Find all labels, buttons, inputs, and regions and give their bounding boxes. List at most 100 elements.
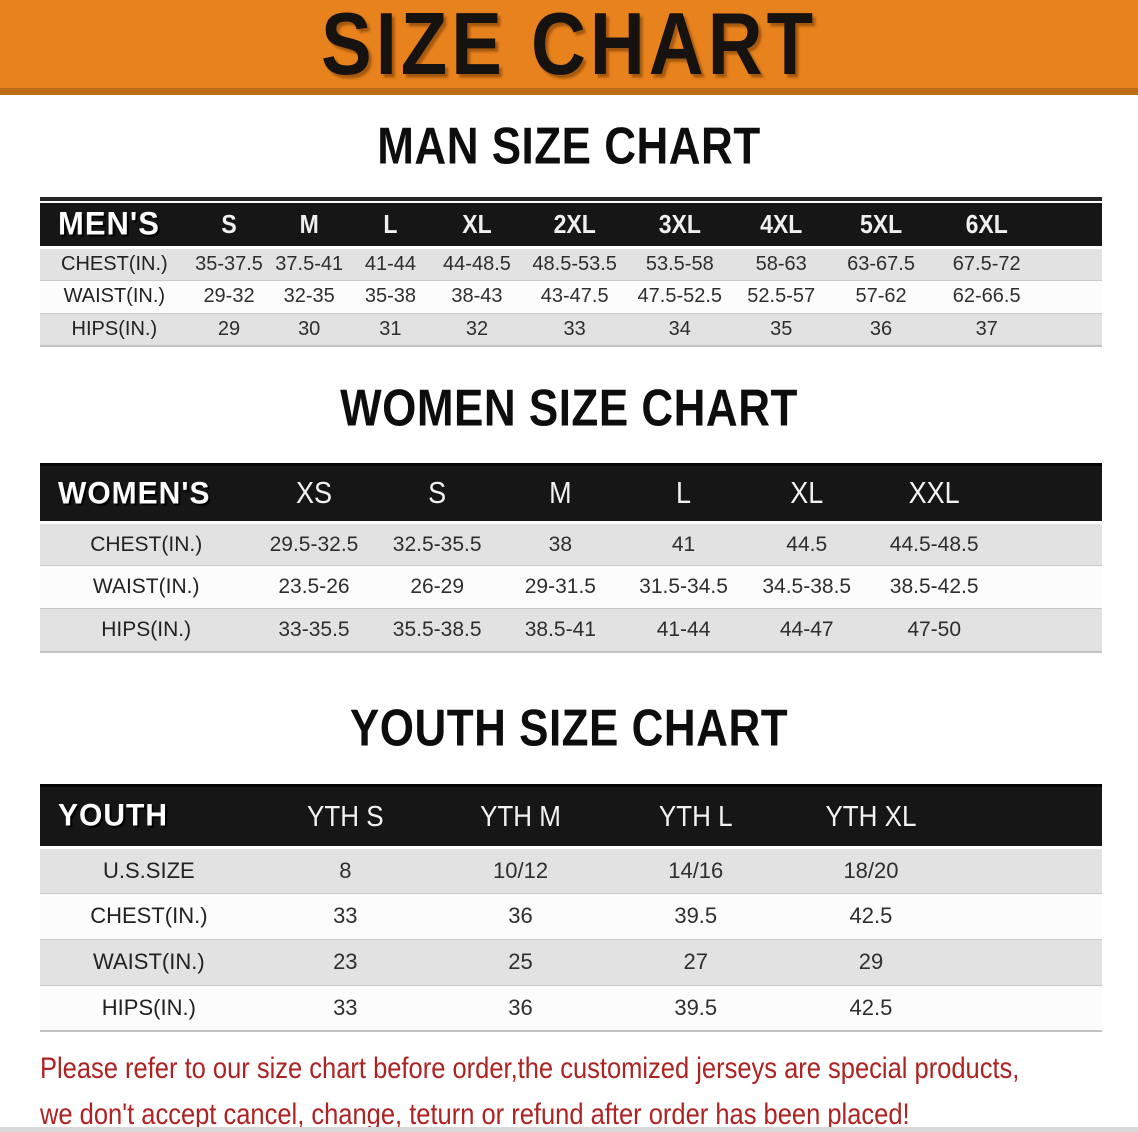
size-cell: 42.5 xyxy=(783,985,959,1032)
size-cell: 47-50 xyxy=(868,608,1001,653)
mens-size-table: MEN'S S M L XL 2XL 3XL 4XL 5XL 6XL CHEST… xyxy=(40,197,1102,347)
column-header: YTH XL xyxy=(783,783,959,849)
size-cell: 39.5 xyxy=(608,985,784,1032)
size-cell: 37 xyxy=(932,313,1042,347)
size-cell: 18/20 xyxy=(783,847,959,894)
size-cell: 25 xyxy=(432,939,609,986)
column-header: XL xyxy=(745,463,869,524)
table-row: U.S.SIZE 8 10/12 14/16 18/20 xyxy=(40,847,1102,894)
youth-size-table: YOUTH YTH S YTH M YTH L YTH XL U.S.SIZE … xyxy=(40,783,1102,1032)
size-cell: 52.5-57 xyxy=(732,280,831,314)
size-cell: 29.5-32.5 xyxy=(252,522,376,566)
man-size-chart-heading: MAN SIZE CHART xyxy=(377,117,761,176)
table-row: WAIST(IN.) 23.5-26 26-29 29-31.5 31.5-34… xyxy=(40,565,1102,609)
size-cell: 33 xyxy=(257,893,433,940)
column-header: 3XL xyxy=(627,203,733,249)
mens-header-row: MEN'S S M L XL 2XL 3XL 4XL 5XL 6XL xyxy=(40,203,1102,249)
size-chart-banner: SIZE CHART xyxy=(0,0,1138,95)
column-header: L xyxy=(621,463,746,524)
column-header: YTH L xyxy=(608,783,784,849)
size-cell: 38-43 xyxy=(431,280,523,314)
table-row: WAIST(IN.) 23 25 27 29 xyxy=(40,939,1102,986)
size-cell: 27 xyxy=(608,939,784,986)
disclaimer-note: Please refer to our size chart before or… xyxy=(40,1046,1138,1132)
column-header: 4XL xyxy=(732,203,831,249)
size-cell: 32-35 xyxy=(269,280,350,314)
table-row: HIPS(IN.) 33 36 39.5 42.5 xyxy=(40,985,1102,1032)
spacer-cell xyxy=(1000,608,1102,653)
size-cell: 36 xyxy=(830,313,932,347)
row-label: CHEST(IN.) xyxy=(40,247,189,281)
size-cell: 31.5-34.5 xyxy=(621,565,746,609)
spacer-cell xyxy=(1041,280,1102,314)
size-cell: 14/16 xyxy=(608,847,784,894)
size-cell: 58-63 xyxy=(732,247,831,281)
column-header: L xyxy=(349,203,432,249)
spacer-cell xyxy=(1041,203,1102,249)
column-header: XS xyxy=(252,463,376,524)
size-cell: 62-66.5 xyxy=(932,280,1042,314)
size-cell: 37.5-41 xyxy=(269,247,350,281)
size-cell: 34.5-38.5 xyxy=(745,565,869,609)
row-label: CHEST(IN.) xyxy=(40,893,258,940)
size-cell: 10/12 xyxy=(432,847,609,894)
spacer-cell xyxy=(958,939,1102,986)
size-cell: 23.5-26 xyxy=(252,565,376,609)
spacer-cell xyxy=(958,847,1102,894)
size-cell: 41 xyxy=(621,522,746,566)
table-row: WAIST(IN.) 29-32 32-35 35-38 38-43 43-47… xyxy=(40,280,1102,314)
size-cell: 8 xyxy=(257,847,433,894)
size-cell: 29 xyxy=(783,939,959,986)
size-cell: 29-31.5 xyxy=(498,565,622,609)
size-cell: 53.5-58 xyxy=(627,247,733,281)
table-row: CHEST(IN.) 35-37.5 37.5-41 41-44 44-48.5… xyxy=(40,247,1102,281)
youth-size-chart-heading: YOUTH SIZE CHART xyxy=(349,699,789,757)
size-cell: 34 xyxy=(627,313,733,347)
row-label: HIPS(IN.) xyxy=(40,608,253,653)
spacer-cell xyxy=(1000,565,1102,609)
size-cell: 43-47.5 xyxy=(522,280,628,314)
table-top-border xyxy=(40,197,1102,201)
size-cell: 63-67.5 xyxy=(830,247,932,281)
size-cell: 38.5-42.5 xyxy=(868,565,1001,609)
row-label: WAIST(IN.) xyxy=(40,565,253,609)
size-cell: 23 xyxy=(257,939,433,986)
size-cell: 32 xyxy=(431,313,523,347)
youth-header-row: YOUTH YTH S YTH M YTH L YTH XL xyxy=(40,783,1102,849)
table-row: HIPS(IN.) 29 30 31 32 33 34 35 36 37 xyxy=(40,313,1102,347)
size-cell: 35.5-38.5 xyxy=(375,608,499,653)
row-label: U.S.SIZE xyxy=(40,847,258,894)
size-cell: 36 xyxy=(432,985,609,1032)
column-header: S xyxy=(188,203,270,249)
spacer-cell xyxy=(1000,463,1102,524)
column-header: 5XL xyxy=(830,203,932,249)
column-header: XL xyxy=(431,203,523,249)
row-label: CHEST(IN.) xyxy=(40,522,253,566)
table-row: HIPS(IN.) 33-35.5 35.5-38.5 38.5-41 41-4… xyxy=(40,608,1102,653)
womens-header-row: WOMEN'S XS S M L XL XXL xyxy=(40,463,1102,524)
column-header: S xyxy=(375,463,499,524)
size-cell: 38 xyxy=(498,522,622,566)
size-cell: 35-37.5 xyxy=(188,247,270,281)
size-cell: 44-47 xyxy=(745,608,869,653)
size-cell: 44-48.5 xyxy=(431,247,523,281)
row-label: WAIST(IN.) xyxy=(40,280,189,314)
row-label: HIPS(IN.) xyxy=(40,985,258,1032)
bottom-edge-strip xyxy=(0,1127,1138,1132)
womens-size-table: WOMEN'S XS S M L XL XXL CHEST(IN.) 29.5-… xyxy=(40,463,1102,653)
size-cell: 57-62 xyxy=(830,280,932,314)
size-cell: 39.5 xyxy=(608,893,784,940)
spacer-cell xyxy=(1041,247,1102,281)
table-row: CHEST(IN.) 29.5-32.5 32.5-35.5 38 41 44.… xyxy=(40,522,1102,566)
youth-group-label: YOUTH xyxy=(40,783,258,849)
size-cell: 44.5-48.5 xyxy=(868,522,1001,566)
column-header: XXL xyxy=(868,463,1001,524)
size-cell: 35-38 xyxy=(349,280,432,314)
size-cell: 33 xyxy=(522,313,628,347)
spacer-cell xyxy=(1000,522,1102,566)
row-label: WAIST(IN.) xyxy=(40,939,258,986)
column-header: 6XL xyxy=(932,203,1042,249)
size-cell: 26-29 xyxy=(375,565,499,609)
size-cell: 33-35.5 xyxy=(252,608,376,653)
